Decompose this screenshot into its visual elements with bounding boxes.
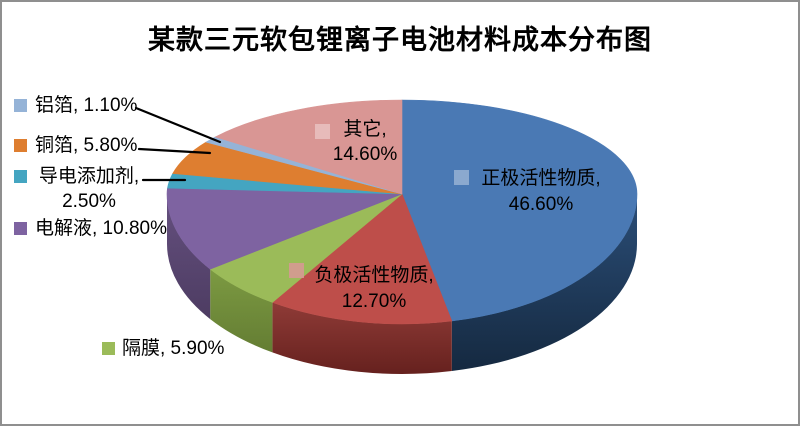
- data-label-conductive-additive-value: 2.50%: [62, 191, 116, 212]
- legend-key-conductive-additive: [14, 170, 27, 183]
- legend-key-separator: [102, 342, 115, 355]
- data-label-anode-active-material-value: 12.70%: [341, 291, 407, 312]
- pie-side-walls: [167, 194, 637, 374]
- leader-line-aluminum-foil: [134, 106, 222, 144]
- data-label-cathode-active-material-value: 46.60%: [508, 194, 574, 215]
- data-label-others-value: 14.60%: [332, 144, 398, 165]
- legend-key-copper-foil: [14, 139, 27, 152]
- legend-key-aluminum-foil: [14, 99, 27, 112]
- pie-slice-electrolyte: [166, 187, 403, 270]
- data-label-block-conductive-additive: 导电添加剂, 2.50%: [35, 164, 143, 214]
- pie-slice-others: [214, 99, 403, 195]
- data-label-copper-foil: 铜箔, 5.80%: [35, 135, 138, 156]
- pie-slice-side-cathode-active-material: [451, 194, 637, 371]
- pie-slice-side-separator: [210, 269, 273, 353]
- pie-slice-side-anode-active-material: [272, 302, 452, 374]
- pie-slice-side-electrolyte: [167, 194, 211, 320]
- legend-key-cathode-active-material: [454, 170, 469, 185]
- legend-key-electrolyte: [14, 222, 27, 235]
- pie-slice-cathode-active-material: [401, 99, 638, 322]
- legend-key-others: [315, 124, 330, 139]
- legend-key-anode-active-material: [289, 263, 304, 278]
- pie-slice-anode-active-material: [271, 193, 453, 325]
- data-label-cathode-active-material: 正极活性物质,: [481, 168, 601, 189]
- leader-line-copper-foil: [137, 147, 212, 155]
- data-label-conductive-additive: 导电添加剂,: [38, 166, 140, 187]
- pie-top-faces: [166, 99, 638, 325]
- chart-title: 某款三元软包锂离子电池材料成本分布图: [148, 25, 652, 56]
- data-label-anode-active-material: 负极活性物质,: [314, 265, 434, 286]
- data-label-electrolyte: 电解液, 10.80%: [35, 218, 167, 239]
- data-label-others: 其它,: [343, 119, 387, 140]
- data-label-aluminum-foil: 铝箔, 1.10%: [35, 95, 138, 116]
- leader-lines: [134, 106, 222, 182]
- data-label-separator: 隔膜, 5.90%: [122, 338, 225, 359]
